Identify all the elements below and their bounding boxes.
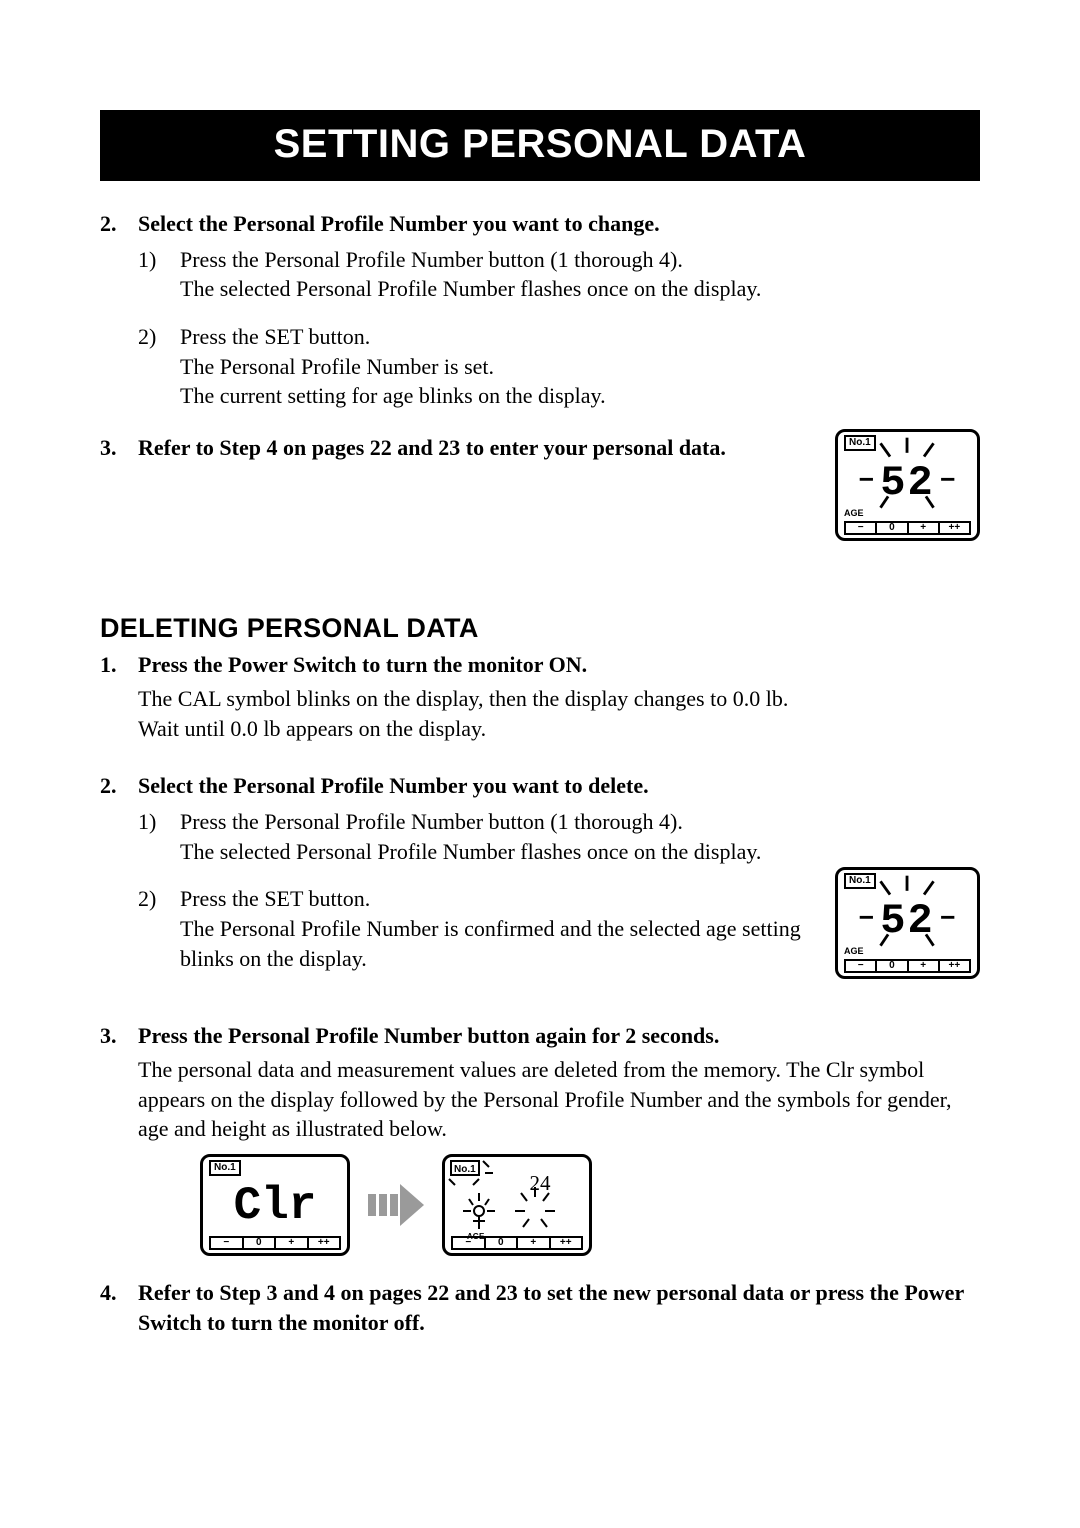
delete-step-2-sub1-body: Press the Personal Profile Number button… <box>180 807 980 866</box>
step-2-title: Select the Personal Profile Number you w… <box>138 209 980 239</box>
lcd-scale-zero-clr: 0 <box>244 1238 277 1248</box>
lcd-scale-plus-after: + <box>518 1238 551 1248</box>
delete-step-2-sub1: 1) Press the Personal Profile Number but… <box>138 807 980 866</box>
lcd-display-clr: No.1 Clr − 0 + ++ <box>200 1154 350 1256</box>
clr-illustration-row: No.1 Clr − 0 + ++ <box>200 1154 980 1256</box>
delete-step-2-sub1-line-b: The selected Personal Profile Number fla… <box>180 837 980 867</box>
delete-step-3-number: 3. <box>100 1021 138 1051</box>
delete-step-3-head: 3. Press the Personal Profile Number but… <box>100 1021 980 1051</box>
delete-step-2-sub2-body: Press the SET button. The Personal Profi… <box>180 884 810 973</box>
delete-step-2-sub1-num: 1) <box>138 807 180 866</box>
delete-step-2: 2. Select the Personal Profile Number yo… <box>100 771 980 973</box>
delete-step-1-number: 1. <box>100 650 138 680</box>
delete-step-2-title: Select the Personal Profile Number you w… <box>138 771 980 801</box>
section-deleting-heading: DELETING PERSONAL DATA <box>100 613 980 644</box>
step-2-number: 2. <box>100 209 138 239</box>
delete-step-2-sub2-num: 2) <box>138 884 180 973</box>
page-number: 24 <box>0 1171 1080 1196</box>
lcd-age-label-b: AGE <box>844 946 864 956</box>
lcd-scale-zero-after: 0 <box>486 1238 519 1248</box>
lcd-scale-clr: − 0 + ++ <box>209 1236 341 1250</box>
delete-step-3-body: The personal data and measurement values… <box>138 1055 980 1144</box>
delete-step-2-number: 2. <box>100 771 138 801</box>
lcd-scale-minus-after: − <box>453 1238 486 1248</box>
lcd-scale-plusplus-b: ++ <box>940 961 969 971</box>
lcd-scale-plusplus: ++ <box>940 523 969 533</box>
page-container: SETTING PERSONAL DATA 2. Select the Pers… <box>0 0 1080 1337</box>
lcd-display-52-a: No.1 52 AGE − 0 + ++ <box>835 429 980 541</box>
lcd-scale-minus-b: − <box>846 961 877 971</box>
lcd-display-after: No.1 <box>442 1154 592 1256</box>
lcd-scale-minus-clr: − <box>211 1238 244 1248</box>
lcd-scale-plusplus-after: ++ <box>551 1238 582 1248</box>
delete-step-1-line-b: Wait until 0.0 lb appears on the display… <box>138 714 980 744</box>
step-2-sub1-line-b: The selected Personal Profile Number fla… <box>180 274 980 304</box>
lcd-scale-plus-clr: + <box>276 1238 309 1248</box>
step-3: 3. Refer to Step 4 on pages 22 and 23 to… <box>100 433 980 553</box>
delete-step-4-title: Refer to Step 3 and 4 on pages 22 and 23… <box>138 1278 980 1337</box>
delete-step-1-line-a: The CAL symbol blinks on the display, th… <box>138 684 980 714</box>
lcd-scale-zero-b: 0 <box>877 961 908 971</box>
lcd-scale: − 0 + ++ <box>844 521 971 535</box>
delete-step-3-title: Press the Personal Profile Number button… <box>138 1021 980 1051</box>
step-2-sub1-line-a: Press the Personal Profile Number button… <box>180 245 980 275</box>
lcd-no1-label: No.1 <box>844 435 876 451</box>
step-2-sub2: 2) Press the SET button. The Personal Pr… <box>138 322 980 411</box>
lcd-scale-after: − 0 + ++ <box>451 1236 583 1250</box>
step-2-sub1-body: Press the Personal Profile Number button… <box>180 245 980 304</box>
step-2-sub2-num: 2) <box>138 322 180 411</box>
lcd-value-b: 52 <box>838 900 977 942</box>
delete-step-1-body: The CAL symbol blinks on the display, th… <box>138 684 980 743</box>
delete-step-1-title: Press the Power Switch to turn the monit… <box>138 650 980 680</box>
delete-step-4-head: 4. Refer to Step 3 and 4 on pages 22 and… <box>100 1278 980 1337</box>
step-2-substeps: 1) Press the Personal Profile Number but… <box>138 245 980 411</box>
lcd-value: 52 <box>838 462 977 504</box>
delete-step-4-number: 4. <box>100 1278 138 1337</box>
step-2: 2. Select the Personal Profile Number yo… <box>100 209 980 411</box>
step-2-sub2-line-c: The current setting for age blinks on th… <box>180 381 980 411</box>
lcd-no1-label-b: No.1 <box>844 873 876 889</box>
lcd-scale-plusplus-clr: ++ <box>309 1238 340 1248</box>
delete-step-1: 1. Press the Power Switch to turn the mo… <box>100 650 980 743</box>
delete-step-4: 4. Refer to Step 3 and 4 on pages 22 and… <box>100 1278 980 1337</box>
step-2-sub2-body: Press the SET button. The Personal Profi… <box>180 322 980 411</box>
delete-step-1-head: 1. Press the Power Switch to turn the mo… <box>100 650 980 680</box>
lcd-display-52-b: No.1 52 AGE − 0 + ++ <box>835 867 980 979</box>
delete-step-2-sub1-line-a: Press the Personal Profile Number button… <box>180 807 980 837</box>
lcd-scale-zero: 0 <box>877 523 908 533</box>
delete-step-2-sub2-line-a: Press the SET button. <box>180 884 810 914</box>
step-2-sub2-line-b: The Personal Profile Number is set. <box>180 352 980 382</box>
delete-step-2-sub2-line-b: The Personal Profile Number is confirmed… <box>180 914 810 973</box>
step-2-sub2-line-a: Press the SET button. <box>180 322 980 352</box>
lcd-scale-minus: − <box>846 523 877 533</box>
lcd-scale-b: − 0 + ++ <box>844 959 971 973</box>
step-2-sub1-num: 1) <box>138 245 180 304</box>
step-2-sub1: 1) Press the Personal Profile Number but… <box>138 245 980 304</box>
lcd-age-label: AGE <box>844 508 864 518</box>
lcd-scale-plus: + <box>909 523 940 533</box>
delete-step-2-head: 2. Select the Personal Profile Number yo… <box>100 771 980 801</box>
lcd-scale-plus-b: + <box>909 961 940 971</box>
step-3-number: 3. <box>100 433 138 463</box>
step-2-head: 2. Select the Personal Profile Number yo… <box>100 209 980 239</box>
page-title-bar: SETTING PERSONAL DATA <box>100 110 980 181</box>
delete-step-3: 3. Press the Personal Profile Number but… <box>100 1021 980 1256</box>
